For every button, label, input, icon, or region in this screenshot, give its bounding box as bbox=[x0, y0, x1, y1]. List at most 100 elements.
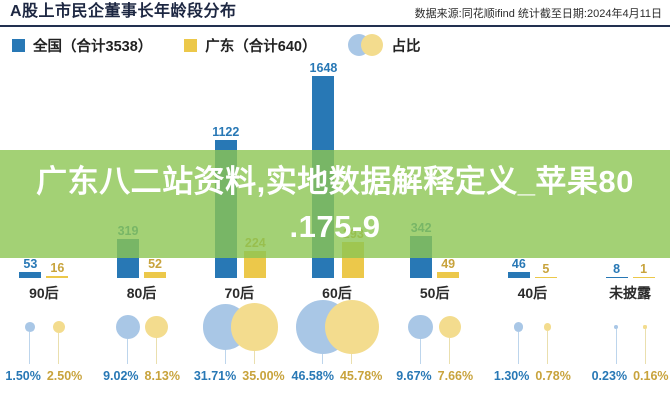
bubble-stem-guangdong bbox=[449, 338, 451, 364]
pct-guangdong: 0.16% bbox=[633, 369, 669, 383]
pct-national: 9.67% bbox=[396, 369, 432, 383]
pct-pair-60后: 46.58% 45.78% bbox=[288, 366, 386, 383]
ratio-circles-icon bbox=[348, 34, 384, 56]
bubble-national bbox=[115, 314, 140, 339]
category-label: 50后 bbox=[419, 285, 450, 301]
pct-pair-80后: 9.02% 8.13% bbox=[93, 366, 191, 383]
ratio-circle-yellow-icon bbox=[361, 34, 384, 56]
bar-value-national: 8 bbox=[613, 261, 621, 276]
bar-value-guangdong: 49 bbox=[441, 257, 456, 271]
category-label: 60后 bbox=[322, 285, 352, 301]
watermark-line1: 广东八二站资料,实地数据解释定义_苹果80 bbox=[36, 164, 634, 199]
bar-guangdong bbox=[534, 276, 557, 278]
bubble-group-60后 bbox=[288, 299, 386, 366]
bubble-stem-guangdong bbox=[351, 354, 353, 364]
categories-row: 90后 80后 70后 60后 50后 40后 未披露 bbox=[0, 278, 670, 302]
pct-national: 1.30% bbox=[493, 369, 530, 383]
bar-national bbox=[605, 276, 628, 278]
bubble-group-80后 bbox=[93, 302, 191, 366]
legend: 全国（合计3538） 广东（合计640） 占比 bbox=[12, 33, 420, 57]
bubble-group-50后 bbox=[386, 302, 484, 366]
bar-guangdong bbox=[46, 276, 69, 278]
bubble-stem-national bbox=[420, 339, 422, 364]
bubble-stem-guangdong bbox=[253, 350, 255, 364]
data-source-note: 数据来源:同花顺ifind 统计截至日期:2024年4月11日 bbox=[414, 8, 662, 20]
bubble-stem-guangdong bbox=[546, 330, 548, 364]
legend-label-national: 全国（合计3538） bbox=[33, 38, 153, 55]
bar-guangdong bbox=[632, 276, 655, 278]
bubble-guangdong bbox=[145, 315, 168, 339]
bar-group-90后: 53 16 bbox=[0, 55, 93, 278]
pct-guangdong: 45.78% bbox=[339, 369, 383, 383]
bar-wrap-guangdong: 52 bbox=[144, 256, 167, 278]
guangdong-swatch-icon bbox=[184, 38, 198, 52]
bar-guangdong bbox=[144, 271, 167, 278]
bubble-stem-guangdong bbox=[156, 338, 158, 364]
pct-guangdong: 7.66% bbox=[437, 369, 474, 383]
category-label: 80后 bbox=[126, 285, 157, 301]
bar-value-guangdong: 52 bbox=[148, 256, 162, 271]
bar-wrap-guangdong: 5 bbox=[534, 261, 557, 278]
pct-pair-50后: 9.67% 7.66% bbox=[386, 366, 484, 383]
category-label: 70后 bbox=[224, 285, 255, 301]
bubble-guangdong bbox=[543, 323, 551, 331]
pct-national: 9.02% bbox=[103, 369, 139, 383]
bubble-stem-national bbox=[127, 339, 129, 364]
bubble-guangdong bbox=[52, 320, 66, 334]
category-label: 未披露 bbox=[609, 285, 652, 301]
bar-value-national: 53 bbox=[23, 256, 38, 271]
bar-wrap-guangdong: 1 bbox=[632, 261, 655, 278]
pct-national: 0.23% bbox=[591, 369, 628, 383]
bar-national bbox=[507, 272, 530, 278]
pct-guangdong: 2.50% bbox=[46, 369, 83, 383]
bubble-stem-national bbox=[615, 328, 617, 364]
bar-wrap-national: 8 bbox=[605, 261, 628, 278]
bubble-guangdong bbox=[643, 325, 647, 329]
category-label: 90后 bbox=[29, 285, 59, 301]
bubble-national bbox=[24, 322, 35, 332]
bubble-group-90后 bbox=[0, 302, 93, 366]
page-title: A股上市民企董事长年龄段分布 bbox=[10, 3, 237, 20]
bubble-stem-national bbox=[322, 354, 324, 364]
bubble-stem-guangdong bbox=[58, 333, 60, 364]
pct-pair-40后: 1.30% 0.78% bbox=[484, 366, 582, 383]
bar-value-national: 1122 bbox=[212, 125, 240, 140]
bubbles-row bbox=[0, 299, 670, 366]
legend-item-national: 全国（合计3538） bbox=[12, 35, 152, 56]
watermark-overlay: 广东八二站资料,实地数据解释定义_苹果80 .175-9 bbox=[0, 150, 670, 258]
bar-wrap-national: 53 bbox=[19, 256, 42, 278]
bar-wrap-guangdong: 49 bbox=[437, 257, 460, 278]
watermark-line2: .175-9 bbox=[289, 209, 381, 244]
pct-guangdong: 0.78% bbox=[535, 369, 571, 383]
bar-value-national: 46 bbox=[511, 257, 526, 272]
pct-pair-未披露: 0.23% 0.16% bbox=[581, 366, 670, 383]
bubble-stem-national bbox=[517, 331, 519, 364]
bar-wrap-national: 46 bbox=[507, 257, 530, 278]
bubble-guangdong bbox=[438, 315, 461, 339]
legend-item-ratio: 占比 bbox=[348, 34, 420, 56]
bubble-national bbox=[408, 314, 434, 340]
bar-value-guangdong: 1 bbox=[640, 261, 648, 276]
pct-national: 46.58% bbox=[291, 369, 334, 383]
bubble-guangdong bbox=[324, 299, 380, 355]
bar-value-national: 1648 bbox=[309, 60, 338, 75]
bar-wrap-guangdong: 16 bbox=[46, 261, 69, 278]
bubble-stem-guangdong bbox=[644, 328, 646, 364]
bubble-stem-national bbox=[29, 331, 31, 364]
bar-value-guangdong: 16 bbox=[50, 261, 65, 276]
pct-pair-70后: 31.71% 35.00% bbox=[190, 366, 288, 383]
pct-guangdong: 35.00% bbox=[242, 369, 285, 383]
bubble-group-未披露 bbox=[581, 302, 670, 366]
bubble-guangdong bbox=[230, 303, 278, 351]
bubble-stem-national bbox=[224, 349, 226, 364]
pct-national: 1.50% bbox=[5, 369, 41, 383]
bubble-group-40后 bbox=[484, 302, 582, 366]
legend-label-guangdong: 广东（合计640） bbox=[205, 38, 317, 55]
legend-item-guangdong: 广东（合计640） bbox=[184, 35, 316, 56]
national-swatch-icon bbox=[12, 38, 25, 52]
bubble-national bbox=[614, 325, 618, 329]
bar-value-guangdong: 5 bbox=[542, 261, 550, 276]
percentages-row: 1.50% 2.50% 9.02% 8.13% 31.71% 35.00% 46.58% 45… bbox=[0, 366, 670, 383]
legend-label-ratio: 占比 bbox=[391, 38, 421, 55]
